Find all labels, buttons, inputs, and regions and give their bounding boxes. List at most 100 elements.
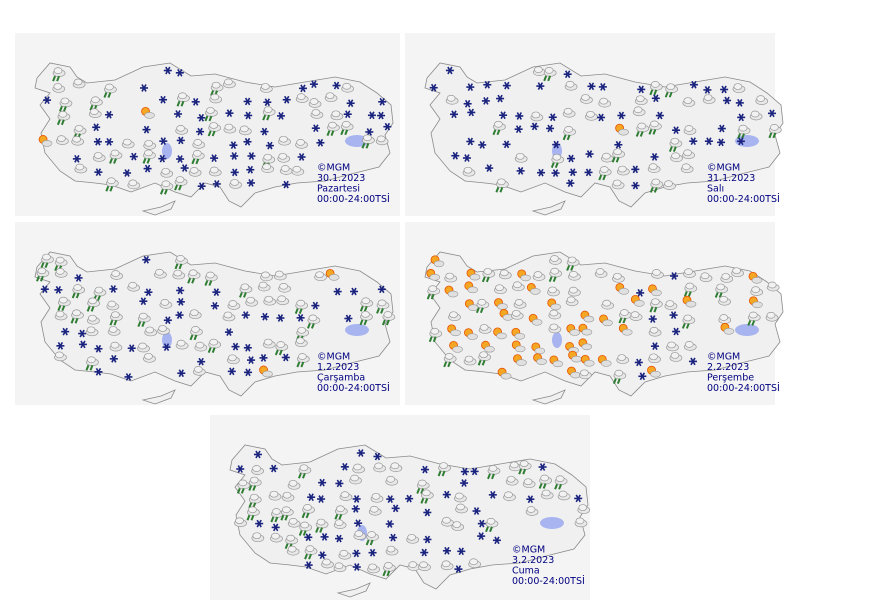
cloud bbox=[602, 299, 612, 307]
cloud bbox=[534, 347, 546, 355]
snow-stroke bbox=[478, 532, 484, 540]
snow-stroke bbox=[313, 124, 319, 133]
cloud bbox=[192, 150, 202, 157]
lake bbox=[540, 517, 564, 529]
weather-icon bbox=[143, 139, 157, 150]
cloud bbox=[442, 516, 451, 524]
weather-icon bbox=[429, 83, 438, 92]
weather-icon bbox=[502, 140, 511, 149]
cloud bbox=[297, 353, 307, 360]
cloud bbox=[235, 517, 244, 525]
cloud bbox=[191, 326, 200, 333]
snow-stroke bbox=[318, 495, 324, 503]
snow-stroke bbox=[347, 99, 354, 108]
cloud bbox=[681, 163, 691, 171]
weather-icon bbox=[487, 465, 501, 480]
cloud bbox=[665, 300, 675, 307]
rain-drop bbox=[298, 530, 307, 536]
weather-icon bbox=[747, 311, 761, 326]
weather-icon bbox=[262, 338, 276, 349]
snow-stroke bbox=[308, 493, 314, 502]
weather-icon bbox=[630, 294, 645, 307]
snow-stroke bbox=[539, 463, 546, 471]
snow-stroke bbox=[57, 341, 64, 350]
weather-icon bbox=[532, 271, 546, 281]
rain-drop bbox=[381, 319, 390, 326]
weather-icon bbox=[227, 300, 241, 310]
snow-stroke bbox=[479, 519, 485, 528]
weather-icon bbox=[255, 519, 264, 528]
cloud bbox=[288, 517, 298, 525]
snow-stroke bbox=[160, 95, 166, 104]
rain-drop bbox=[492, 129, 501, 136]
weather-icon bbox=[243, 343, 252, 352]
rain-drop bbox=[176, 100, 185, 107]
weather-icon bbox=[689, 80, 698, 89]
weather-icon bbox=[296, 313, 305, 322]
cloud bbox=[91, 96, 100, 104]
cloud bbox=[249, 493, 259, 501]
weather-icon bbox=[442, 546, 451, 555]
snow-stroke bbox=[278, 112, 284, 120]
snow-stroke bbox=[737, 99, 743, 107]
weather-icon bbox=[241, 311, 250, 319]
weather-icon bbox=[175, 124, 189, 135]
weather-icon bbox=[718, 295, 731, 306]
snow-stroke bbox=[430, 83, 437, 92]
cloud bbox=[353, 463, 362, 471]
cloud bbox=[515, 152, 525, 160]
weather-icon bbox=[389, 462, 403, 473]
weather-icon bbox=[631, 165, 640, 174]
weather-icon bbox=[208, 166, 222, 177]
weather-icon bbox=[554, 475, 568, 490]
snow-stroke bbox=[706, 137, 712, 146]
weather-icon bbox=[632, 106, 646, 117]
weather-icon bbox=[420, 465, 429, 474]
weather-icon bbox=[464, 281, 479, 294]
rain-drop bbox=[485, 526, 493, 533]
cloud bbox=[209, 166, 219, 174]
weather-icon bbox=[175, 68, 184, 77]
weather-icon bbox=[244, 111, 253, 120]
cloud bbox=[89, 108, 99, 115]
snow-stroke bbox=[197, 127, 203, 136]
weather-icon bbox=[615, 282, 630, 295]
snow-stroke bbox=[652, 342, 658, 351]
cloud bbox=[599, 166, 609, 173]
cloud bbox=[602, 319, 613, 327]
weather-icon bbox=[735, 99, 744, 107]
cloud bbox=[271, 532, 280, 540]
cloud bbox=[575, 517, 585, 525]
snow-stroke bbox=[305, 561, 312, 569]
snow-stroke bbox=[300, 84, 306, 93]
rain-drop bbox=[280, 514, 289, 521]
cloud bbox=[421, 489, 431, 497]
cloud bbox=[228, 300, 238, 307]
weather-icon bbox=[177, 369, 186, 378]
weather-icon bbox=[144, 326, 158, 337]
snow-stroke bbox=[704, 86, 711, 94]
snow-stroke bbox=[245, 343, 251, 352]
snow-stroke bbox=[354, 563, 360, 571]
snow-stroke bbox=[673, 126, 679, 135]
weather-icon bbox=[768, 124, 782, 139]
weather-icon bbox=[682, 97, 696, 107]
weather-icon bbox=[259, 354, 268, 362]
snow-stroke bbox=[110, 285, 117, 293]
cloud bbox=[238, 479, 248, 487]
cloud bbox=[211, 81, 221, 89]
weather-icon bbox=[52, 83, 66, 93]
weather-icon bbox=[447, 324, 461, 337]
snow-stroke bbox=[336, 479, 343, 488]
weather-icon bbox=[530, 122, 539, 131]
weather-icon bbox=[437, 462, 451, 477]
weather-icon bbox=[236, 465, 245, 473]
weather-icon bbox=[598, 97, 612, 108]
weather-icon bbox=[40, 285, 49, 294]
weather-icon bbox=[260, 127, 269, 136]
snow-stroke bbox=[650, 315, 656, 323]
weather-icon bbox=[227, 367, 236, 376]
weather-icon bbox=[127, 344, 136, 353]
snow-stroke bbox=[226, 109, 233, 118]
